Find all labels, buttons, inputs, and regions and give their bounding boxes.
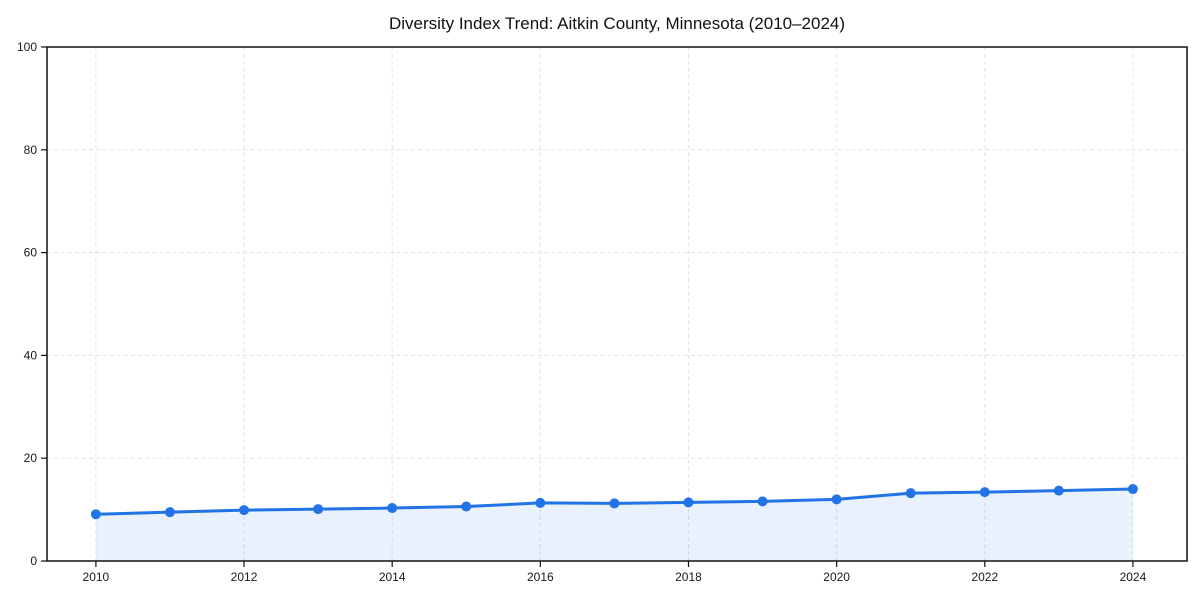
data-point-2019 xyxy=(757,496,768,507)
y-tick-label: 100 xyxy=(17,40,37,54)
data-point-2021 xyxy=(905,488,916,499)
x-tick-label: 2020 xyxy=(823,570,850,584)
data-point-2014 xyxy=(387,503,398,514)
area-fill xyxy=(95,489,1133,561)
data-point-2017 xyxy=(609,498,620,509)
data-point-2016 xyxy=(535,497,546,508)
y-tick-label: 40 xyxy=(24,348,38,362)
x-tick-label: 2016 xyxy=(527,570,554,584)
data-point-2023 xyxy=(1053,485,1064,496)
x-tick-label: 2018 xyxy=(675,570,702,584)
data-point-2013 xyxy=(313,504,324,515)
data-point-2011 xyxy=(164,507,175,518)
chart-title: Diversity Index Trend: Aitkin County, Mi… xyxy=(388,14,846,33)
data-point-2020 xyxy=(831,494,842,505)
data-point-2015 xyxy=(461,501,472,512)
data-point-2012 xyxy=(239,505,250,516)
x-tick-label: 2012 xyxy=(231,570,258,584)
y-tick-label: 80 xyxy=(24,143,38,157)
data-point-2022 xyxy=(979,487,990,498)
y-tick-label: 0 xyxy=(30,554,37,568)
x-tick-label: 2010 xyxy=(83,570,110,584)
data-point-2010 xyxy=(90,509,101,520)
data-point-2024 xyxy=(1127,484,1138,495)
y-tick-label: 20 xyxy=(24,451,38,465)
y-tick-label: 60 xyxy=(24,246,38,260)
x-tick-label: 2024 xyxy=(1120,570,1147,584)
data-point-2018 xyxy=(683,497,694,508)
x-tick-label: 2014 xyxy=(379,570,406,584)
x-tick-label: 2022 xyxy=(971,570,998,584)
plot-border xyxy=(46,46,1188,562)
